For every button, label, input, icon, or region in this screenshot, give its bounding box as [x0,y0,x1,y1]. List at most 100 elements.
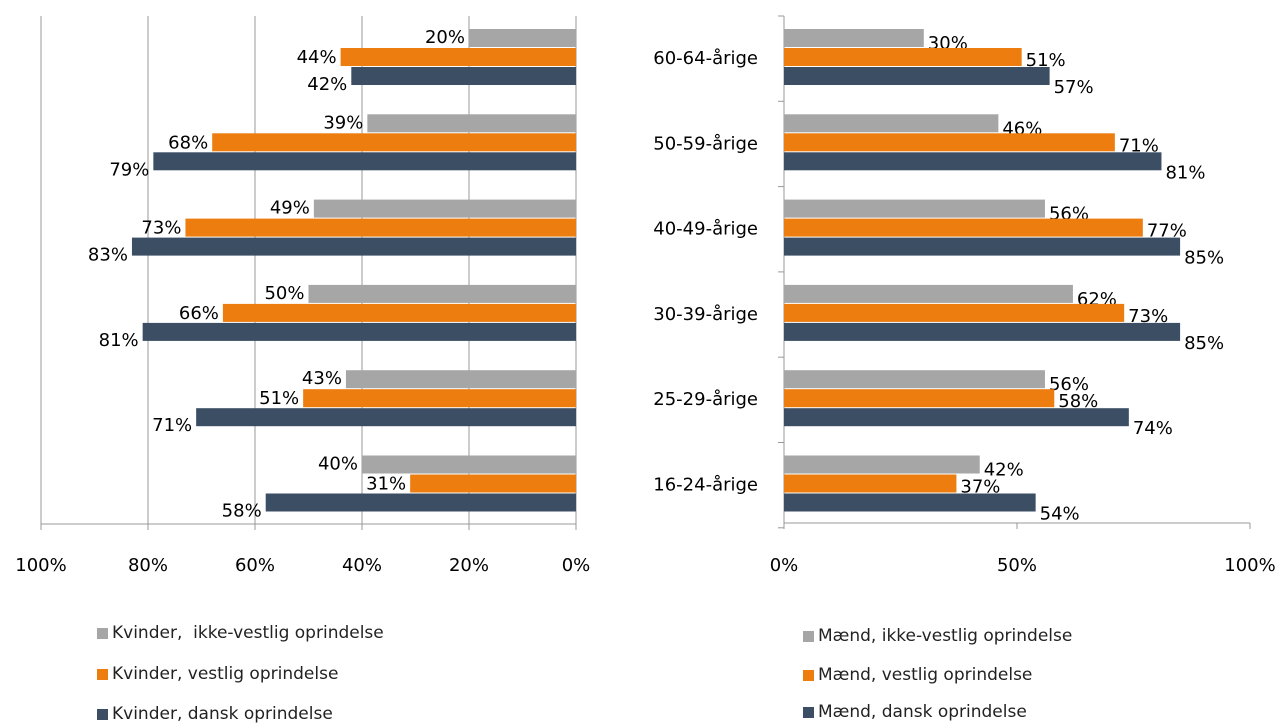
legend-item-men-western: Mænd, vestlig oprindelse [803,665,1032,685]
x-tick-label: 60% [235,555,275,576]
legend-swatch [97,708,108,720]
bar [367,114,576,133]
bar [784,408,1129,427]
legend-swatch [97,668,108,680]
bar [784,474,957,493]
bar [410,474,576,493]
bar [362,455,576,474]
data-label: 57% [1054,77,1094,98]
data-label: 71% [152,415,192,436]
x-tick-label: 0% [770,555,799,576]
data-label: 68% [168,132,208,153]
legend-label: Kvinder, dansk oprindelse [112,704,333,724]
data-label: 73% [141,218,181,239]
x-tick-label: 20% [449,555,489,576]
bar [303,389,576,408]
bar [351,67,576,85]
bar [784,237,1181,256]
data-label: 79% [109,159,149,180]
legend-label: Mænd, ikke-vestlig oprindelse [818,626,1073,646]
legend-item-women-western: Kvinder, vestlig oprindelse [97,664,338,684]
bar [185,218,576,237]
bar [340,48,576,66]
legend-item-women-danish: Kvinder, dansk oprindelse [97,704,333,724]
data-label: 83% [88,245,128,266]
bar [153,152,576,171]
x-tick-label: 50% [997,555,1037,576]
x-tick-label: 80% [128,555,168,576]
data-label: 51% [1026,50,1066,71]
category-label: 40-49-årige [653,219,758,240]
data-label: 40% [318,454,358,475]
data-label: 50% [264,283,304,304]
data-label: 42% [984,460,1024,481]
bar [784,199,1045,218]
category-label: 25-29-årige [653,389,758,410]
legend-swatch [97,627,108,639]
bar [784,114,999,133]
bar [308,284,576,303]
bar [212,133,576,152]
data-label: 49% [270,198,310,219]
bar [469,29,576,47]
data-label: 37% [960,477,1000,498]
data-label: 85% [1184,333,1224,354]
bar [784,152,1162,171]
data-label: 51% [259,388,299,409]
data-label: 81% [99,330,139,351]
legend-label: Mænd, vestlig oprindelse [818,665,1033,685]
bar [784,303,1125,322]
bar [784,67,1050,85]
data-label: 39% [323,112,363,133]
legend-item-women-non-western: Kvinder, ikke-vestlig oprindelse [97,623,384,643]
data-label: 58% [1058,391,1098,412]
bar [784,48,1022,66]
legend-label: Kvinder, vestlig oprindelse [112,664,339,684]
data-label: 66% [179,303,219,324]
legend-item-men-non-western: Mænd, ikke-vestlig oprindelse [803,626,1072,646]
category-label: 50-59-årige [653,133,758,154]
data-label: 85% [1184,248,1224,269]
category-label: 30-39-årige [653,304,758,325]
data-label: 73% [1128,306,1168,327]
bar [784,493,1036,512]
data-label: 58% [222,501,262,522]
bar [784,322,1181,341]
bar [784,455,980,474]
legend-swatch [803,706,814,718]
data-label: 54% [1040,504,1080,525]
x-tick-label: 100% [15,555,66,576]
category-label: 60-64-årige [653,48,758,69]
bar [131,237,576,256]
data-label: 56% [1049,374,1089,395]
bar [784,133,1115,152]
legend-item-men-danish: Mænd, dansk oprindelse [803,702,1027,722]
data-label: 71% [1119,135,1159,156]
bar [142,322,576,341]
x-tick-label: 40% [342,555,382,576]
data-label: 74% [1133,418,1173,439]
bar [313,199,576,218]
x-tick-label: 0% [562,555,591,576]
bar [196,408,576,427]
legend-swatch [803,630,814,642]
bar [265,493,576,512]
data-label: 42% [307,74,347,95]
bar [784,218,1143,237]
bar [222,303,576,322]
data-label: 77% [1147,221,1187,242]
data-label: 81% [1165,162,1205,183]
bar [784,389,1055,408]
legend-swatch [803,669,814,681]
category-label: 16-24-årige [653,475,758,496]
legend-label: Mænd, dansk oprindelse [818,702,1027,722]
bar [784,284,1073,303]
bar [784,370,1045,389]
data-label: 20% [425,27,465,48]
x-tick-label: 100% [1224,555,1275,576]
data-label: 31% [366,474,406,495]
legend-label: Kvinder, ikke-vestlig oprindelse [112,623,384,643]
data-label: 44% [297,47,337,68]
data-label: 43% [302,368,342,389]
